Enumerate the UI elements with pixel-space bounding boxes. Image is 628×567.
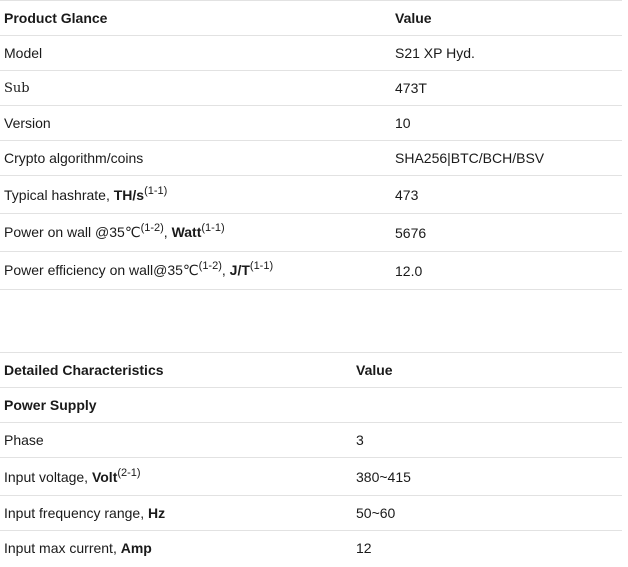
row-label: Crypto algorithm/coins <box>0 140 391 176</box>
product-glance-table: Product Glance Value Model S21 XP Hyd. S… <box>0 0 622 290</box>
label-text: Input voltage, <box>4 468 92 485</box>
table-header-row: Detailed Characteristics Value <box>0 352 622 388</box>
row-value: 380~415 <box>352 457 622 496</box>
table-row-phase: Phase 3 <box>0 422 622 458</box>
table-row-version: Version 10 <box>0 105 622 141</box>
row-value: 12.0 <box>391 251 622 290</box>
row-label: Input voltage, Volt(2-1) <box>0 457 352 496</box>
label-text: Typical hashrate, <box>4 186 114 203</box>
row-value: SHA256|BTC/BCH/BSV <box>391 140 622 176</box>
table-row-algorithm: Crypto algorithm/coins SHA256|BTC/BCH/BS… <box>0 140 622 176</box>
column-header-label: Detailed Characteristics <box>0 352 352 388</box>
separator: , <box>221 262 230 278</box>
table-row-efficiency: Power efficiency on wall@35℃(1-2), J/T(1… <box>0 251 622 290</box>
footnote-ref: (1-1) <box>144 184 168 197</box>
column-header-value: Value <box>391 0 622 36</box>
section-empty-cell <box>352 387 622 423</box>
row-label: Input max current, Amp <box>0 531 352 566</box>
row-value: 12 <box>356 540 372 557</box>
label-text: Power on wall @35℃ <box>4 224 141 240</box>
table-row-power: Power on wall @35℃(1-2), Watt(1-1) 5676 <box>0 213 622 252</box>
row-label: Typical hashrate, TH/s(1-1) <box>0 175 391 214</box>
row-label: Input frequency range, Hz <box>0 495 352 531</box>
unit-text: TH/s <box>113 186 145 203</box>
row-label: Power efficiency on wall@35℃(1-2), J/T(1… <box>0 251 391 290</box>
row-value: 5676 <box>391 213 622 252</box>
label-text: Input max current, <box>4 540 121 557</box>
unit-text: Watt <box>171 224 202 240</box>
row-value: 50~60 <box>352 495 622 531</box>
row-label: Power on wall @35℃(1-2), Watt(1-1) <box>0 213 391 252</box>
table-row-sub: Sub 473T <box>0 70 622 106</box>
row-value: 10 <box>391 105 622 141</box>
column-header-value: Value <box>352 352 622 388</box>
table-header-row: Product Glance Value <box>0 0 622 36</box>
row-value: 473T <box>391 70 622 106</box>
section-row-power-supply: Power Supply <box>0 387 622 423</box>
footnote-ref: (1-2) <box>198 260 222 272</box>
table-row-input-current: Input max current, Amp 12 <box>0 531 622 566</box>
unit-text: Hz <box>148 505 166 521</box>
footnote-ref: (2-1) <box>117 466 141 479</box>
unit-text: Amp <box>120 540 152 557</box>
row-value: 473 <box>391 175 622 214</box>
row-value: 3 <box>352 422 622 458</box>
unit-text: J/T <box>229 262 250 278</box>
row-label: Phase <box>0 422 352 458</box>
unit-text: Volt <box>91 468 118 485</box>
detailed-characteristics-table: Detailed Characteristics Value Power Sup… <box>0 352 622 566</box>
table-row-model: Model S21 XP Hyd. <box>0 35 622 71</box>
label-text: Power efficiency on wall@35℃ <box>4 262 199 278</box>
footnote-ref: (1-1) <box>201 222 225 234</box>
footnote-ref: (1-2) <box>140 222 164 234</box>
row-value: S21 XP Hyd. <box>391 35 622 71</box>
section-title: Power Supply <box>0 387 352 423</box>
footnote-ref: (1-1) <box>249 260 274 272</box>
row-label: Model <box>0 35 391 71</box>
separator: , <box>163 224 172 240</box>
table-row-input-voltage: Input voltage, Volt(2-1) 380~415 <box>0 457 622 496</box>
table-row-hashrate: Typical hashrate, TH/s(1-1) 473 <box>0 175 622 214</box>
label-text: Input frequency range, <box>4 505 148 521</box>
row-label: Version <box>0 105 391 141</box>
row-label: Sub <box>0 70 391 106</box>
table-row-input-frequency: Input frequency range, Hz 50~60 <box>0 495 622 531</box>
column-header-label: Product Glance <box>0 0 391 36</box>
